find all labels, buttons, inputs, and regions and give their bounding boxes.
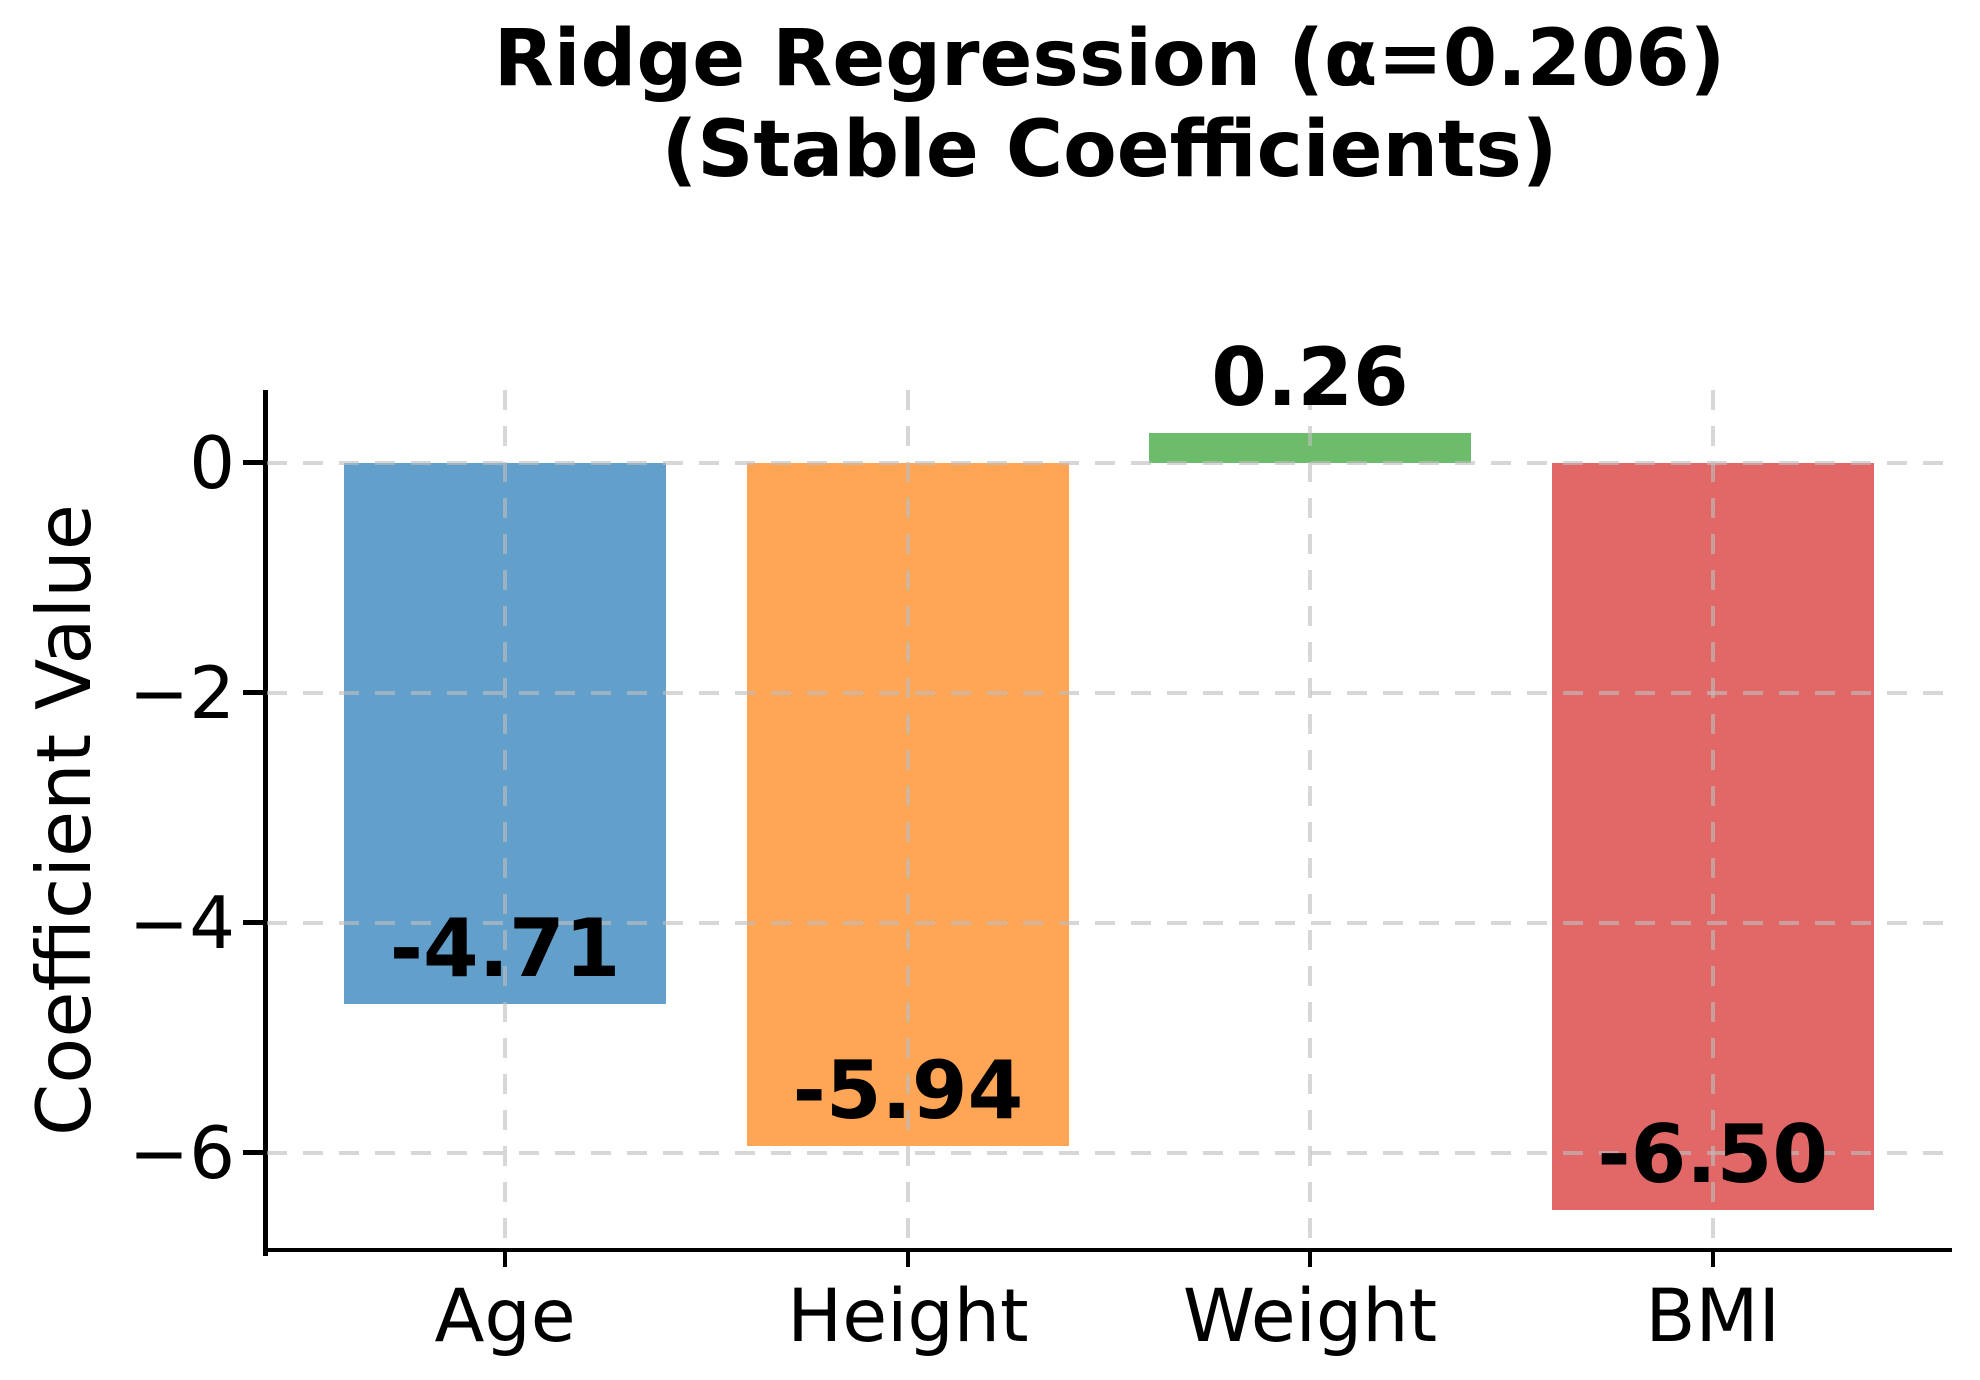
x-tick-label-weight: Weight xyxy=(1182,1274,1438,1359)
value-label-weight: 0.26 xyxy=(1211,331,1409,425)
v-gridline-weight xyxy=(1308,390,1312,1248)
y-tick-mark--6 xyxy=(243,1150,263,1156)
y-axis-label: Coefficient Value xyxy=(20,504,108,1136)
x-tick-label-height: Height xyxy=(787,1274,1029,1359)
x-tick-mark-bmi xyxy=(1710,1252,1715,1267)
v-gridline-age xyxy=(503,390,508,1248)
chart-title-line2: (Stable Coefficients) xyxy=(661,105,1558,196)
x-tick-mark-age xyxy=(503,1252,508,1267)
y-tick-mark--2 xyxy=(243,690,263,696)
h-gridline-0 xyxy=(267,460,1952,465)
y-tick-mark-0 xyxy=(243,460,263,466)
h-gridline--6 xyxy=(267,1150,1952,1155)
v-gridline-height xyxy=(905,390,910,1248)
plot-area: 0 −2 −4 −6 Age -4.71 Height -5.94 Weight 0.26 BMI -… xyxy=(129,337,1952,1359)
x-axis-spine xyxy=(263,1248,1952,1252)
chart-title: Ridge Regression (α=0.206) (Stable Coeff… xyxy=(267,14,1952,197)
y-tick-label--6: −6 xyxy=(128,1110,235,1195)
y-tick-label--2: −2 xyxy=(128,650,235,735)
y-tick-label--4: −4 xyxy=(128,880,235,965)
h-gridline--2 xyxy=(267,690,1952,695)
value-label-age: -4.71 xyxy=(389,902,621,996)
h-gridline--4 xyxy=(267,920,1952,925)
y-tick-mark--4 xyxy=(243,920,263,926)
v-gridline-bmi xyxy=(1710,390,1715,1248)
x-tick-label-bmi: BMI xyxy=(1645,1274,1781,1359)
x-tick-mark-height xyxy=(905,1252,910,1267)
chart-title-line1: Ridge Regression (α=0.206) xyxy=(493,14,1726,104)
value-label-bmi: -6.50 xyxy=(1597,1108,1829,1202)
y-axis-spine xyxy=(263,390,268,1256)
x-tick-label-age: Age xyxy=(434,1274,576,1359)
x-tick-mark-weight xyxy=(1308,1252,1312,1267)
y-tick-label-0: 0 xyxy=(189,420,235,505)
value-label-height: -5.94 xyxy=(792,1043,1024,1137)
